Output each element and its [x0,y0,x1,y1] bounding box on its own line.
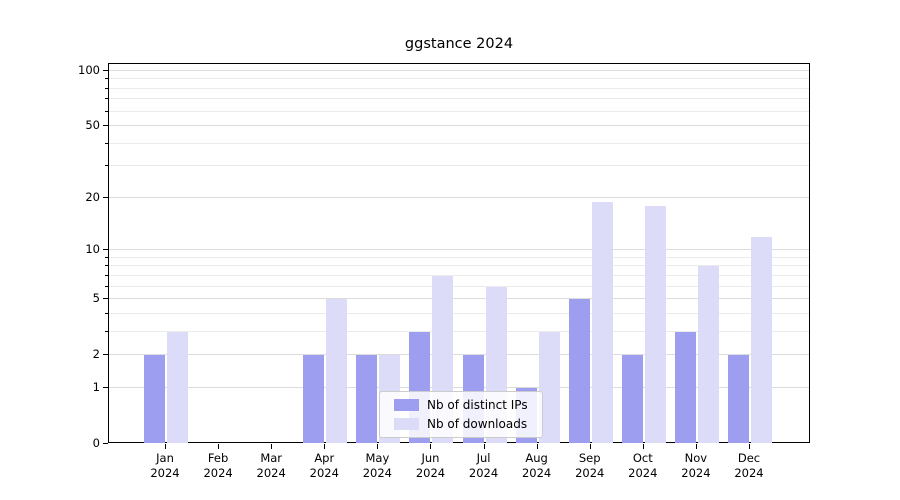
x-tick-mark [589,444,591,449]
gridline [109,165,809,167]
gridline [109,196,809,198]
y-tick-mark [103,69,108,71]
gridline [109,274,809,276]
gridline [109,98,809,100]
gridline [109,298,809,300]
bar-downloads [326,299,348,443]
y-tick-mark [103,354,108,356]
y-tick-mark [103,386,108,388]
y-minor-tick-mark [105,285,108,287]
gridline [109,249,809,251]
x-tick-label: Sep 2024 [575,451,605,480]
x-tick-label: Dec 2024 [734,451,764,480]
gridline [109,265,809,267]
x-tick-label: Jul 2024 [468,451,499,480]
gridline [109,142,809,144]
gridline [109,312,809,314]
x-tick-mark [642,444,644,449]
gridline [109,285,809,287]
y-minor-tick-mark [105,312,108,314]
x-tick-label: Aug 2024 [521,451,552,480]
y-minor-tick-mark [105,330,108,332]
legend-label-downloads: Nb of downloads [427,417,528,431]
chart-title: ggstance 2024 [404,36,514,52]
x-tick-label: Feb 2024 [203,451,233,480]
gridline [109,386,809,388]
y-minor-tick-mark [105,165,108,167]
y-minor-tick-mark [105,98,108,100]
legend-entry-distinct-ips: Nb of distinct IPs [394,398,528,412]
legend: Nb of distinct IPs Nb of downloads [379,391,543,438]
y-minor-tick-mark [105,265,108,267]
y-tick-label: 5 [92,291,100,306]
bar-distinct-ips [303,355,325,443]
y-tick-mark [103,196,108,198]
bar-distinct-ips [568,299,590,443]
bar-distinct-ips [674,331,696,443]
y-minor-tick-mark [105,142,108,144]
y-tick-label: 100 [78,62,100,77]
x-tick-mark [324,444,326,449]
gridline [109,330,809,332]
x-tick-mark [695,444,697,449]
plot-area [108,63,810,443]
y-minor-tick-mark [105,274,108,276]
gridline [109,87,809,89]
x-tick-mark [536,444,538,449]
x-tick-mark [483,444,485,449]
bar-distinct-ips [728,355,749,443]
gridline [109,69,809,71]
legend-entry-downloads: Nb of downloads [394,417,528,431]
bar-distinct-ips [144,355,165,443]
gridline [109,125,809,127]
bar-downloads [751,236,772,443]
y-tick-label: 1 [92,379,100,394]
bar-downloads [167,331,188,443]
y-tick-label: 0 [92,436,100,450]
x-tick-mark [749,444,750,449]
x-tick-label: May 2024 [362,451,392,480]
bar-distinct-ips [621,355,643,443]
y-tick-label: 10 [85,242,100,257]
x-tick-label: Jan 2024 [150,451,180,480]
bar-distinct-ips [356,355,378,443]
gridline [109,110,809,112]
y-minor-tick-mark [105,110,108,112]
y-tick-label: 2 [92,347,100,362]
legend-swatch-distinct-ips-icon [394,399,419,411]
legend-label-distinct-ips: Nb of distinct IPs [427,398,528,412]
y-tick-mark [103,298,108,300]
y-minor-tick-mark [105,256,108,258]
x-tick-label: Jun 2024 [415,451,446,480]
bar-downloads [644,205,666,443]
y-minor-tick-mark [105,87,108,89]
bar-downloads [538,331,560,443]
y-tick-mark [103,249,108,251]
x-tick-label: Mar 2024 [256,451,286,480]
y-minor-tick-mark [105,78,108,80]
gridline [109,78,809,80]
gridline [109,354,809,356]
x-tick-label: Apr 2024 [309,451,339,480]
x-tick-mark [218,444,220,449]
x-tick-mark [377,444,379,449]
y-tick-label: 50 [85,118,100,133]
legend-swatch-downloads-icon [394,418,419,430]
x-tick-label: Nov 2024 [681,451,711,480]
y-tick-label: 20 [85,189,100,204]
y-tick-mark [103,125,108,127]
x-tick-mark [165,444,166,449]
x-tick-mark [271,444,273,449]
bar-downloads [591,201,613,443]
bar-downloads [697,266,719,443]
gridline [109,256,809,258]
y-tick-mark [103,443,108,444]
x-tick-label: Oct 2024 [628,451,658,480]
x-tick-mark [430,444,432,449]
